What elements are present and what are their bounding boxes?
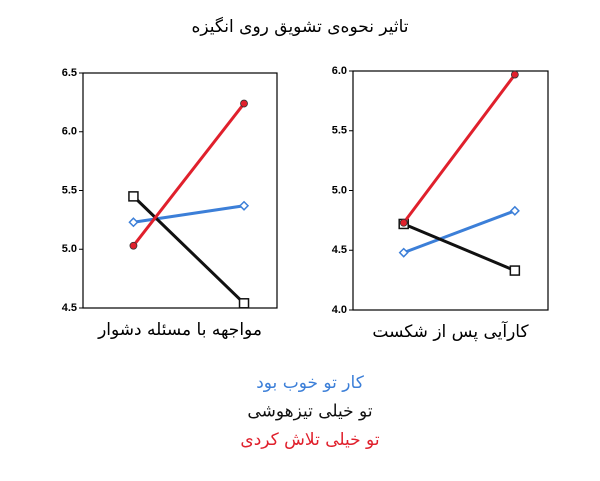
x-axis-label: کارآیی پس از شکست (372, 320, 529, 342)
y-tick-label: 5.5 (62, 184, 77, 196)
y-tick-label: 4.5 (62, 302, 77, 314)
series-line (132, 102, 246, 247)
marker (238, 200, 250, 211)
marker (510, 70, 519, 79)
series-line (403, 209, 516, 255)
series-line (133, 204, 245, 224)
y-tick-label: 5.5 (332, 125, 347, 137)
y-tick-label: 4.0 (332, 304, 347, 316)
marker (509, 265, 521, 276)
marker (128, 217, 139, 228)
series-line (403, 222, 516, 272)
marker (399, 218, 408, 227)
y-tick-label: 6.5 (62, 67, 77, 79)
y-tick-label: 4.5 (332, 244, 347, 256)
series-line (402, 73, 517, 224)
y-tick-label: 5.0 (332, 184, 347, 196)
series-line (132, 195, 246, 305)
legend-entry: تو خیلی تلاش کردی (240, 430, 379, 450)
marker (509, 205, 520, 216)
legend-entry: کار تو خوب بود (256, 373, 364, 393)
y-tick-label: 6.0 (62, 126, 77, 138)
marker (398, 247, 409, 258)
y-tick-label: 6.0 (332, 65, 347, 77)
x-axis-label: مواجهه با مسئله دشوار (97, 320, 262, 340)
marker (128, 191, 139, 202)
chart-title: تاثیر نحوه‌ی تشویق روی انگیزه (191, 16, 408, 37)
y-tick-label: 5.0 (62, 243, 77, 255)
marker (129, 241, 138, 250)
marker (240, 99, 248, 108)
plot-frame (82, 72, 278, 309)
legend-entry: تو خیلی تیزهوشی (247, 402, 372, 422)
marker (238, 298, 250, 309)
